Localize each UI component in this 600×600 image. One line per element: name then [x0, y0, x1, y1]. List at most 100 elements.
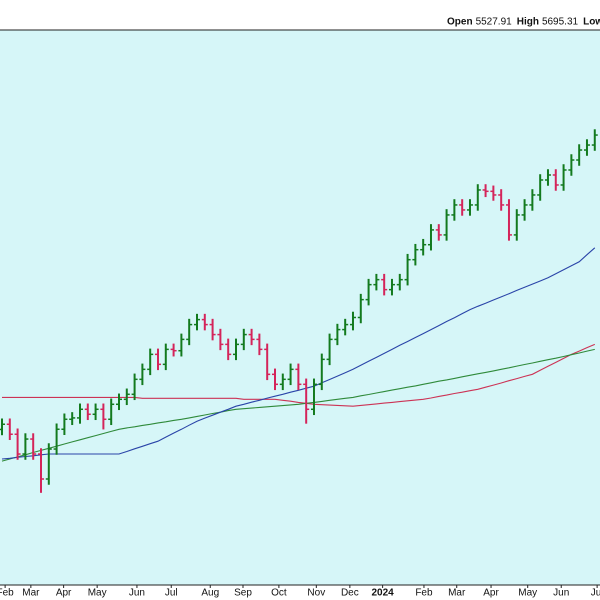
ohlc-bar — [552, 169, 559, 191]
ohlc-bar — [186, 318, 193, 346]
ohlc-bar — [388, 278, 395, 296]
ohlc-bar — [505, 199, 512, 241]
ohlc-bar — [178, 333, 185, 357]
x-tick-label: Mar — [22, 588, 40, 599]
ohlc-bar — [373, 273, 380, 291]
ohlc-bar — [349, 311, 356, 331]
ohlc-bar — [451, 199, 458, 221]
x-tick-label: 2024 — [371, 588, 394, 599]
ohlc-bar — [14, 428, 21, 460]
ohlc-bar — [100, 403, 107, 430]
ohlc-bar — [396, 273, 403, 291]
moving-average-line — [1, 348, 595, 462]
header-value: 5527.91 — [476, 17, 513, 28]
ohlc-bar — [76, 403, 83, 424]
ohlc-bar — [560, 164, 567, 191]
x-tick-label: Sep — [234, 588, 252, 599]
moving-average-line — [2, 343, 596, 407]
ohlc-bar — [147, 348, 154, 376]
ohlc-bar — [490, 185, 497, 201]
ohlc-bar — [443, 209, 450, 241]
ohlc-bar — [326, 333, 333, 366]
x-tick-label: Jul — [591, 588, 600, 599]
ohlc-bar — [209, 318, 216, 341]
ohlc-bar — [225, 338, 232, 361]
ohlc-bar — [170, 343, 177, 357]
ohlc-bar — [92, 403, 99, 421]
ohlc-bar — [53, 423, 60, 455]
x-tick-label: Jul — [165, 588, 178, 599]
x-tick-label: Mar — [448, 588, 466, 599]
ohlc-bar — [61, 413, 68, 436]
ohlc-bar — [568, 154, 575, 176]
ohlc-bar — [583, 139, 590, 156]
ohlc-bar — [193, 313, 200, 331]
ohlc-bar — [576, 144, 583, 166]
ohlc-bar — [256, 333, 263, 356]
ohlc-bar — [6, 418, 13, 441]
ohlc-bar — [498, 189, 505, 211]
ohlc-bar — [342, 318, 349, 336]
ohlc-bar — [37, 448, 44, 493]
ohlc-bar — [537, 174, 544, 201]
header-label: High — [517, 17, 539, 28]
ohlc-bar — [435, 224, 442, 241]
ohlc-bar — [22, 433, 29, 460]
ohlc-bar — [513, 209, 520, 241]
ohlc-bar — [201, 313, 208, 331]
ohlc-bar — [466, 199, 473, 216]
ohlc-bar — [264, 343, 271, 381]
x-tick-label: Oct — [271, 588, 287, 599]
ohlc-bar — [115, 393, 122, 411]
ohlc-bar — [459, 199, 466, 216]
ohlc-bar — [295, 363, 302, 391]
ohlc-bar — [287, 363, 294, 386]
ohlc-bar — [123, 388, 130, 406]
ohlc-bar — [0, 418, 5, 436]
ohlc-bar — [404, 253, 411, 286]
ohlc-bar — [279, 373, 286, 391]
header-value: 5695.31 — [542, 17, 579, 28]
header-label: Open — [447, 17, 473, 28]
x-tick-label: May — [88, 588, 107, 599]
x-tick-label: Jun — [553, 588, 569, 599]
ohlc-bar — [591, 129, 598, 151]
moving-average-line — [1, 247, 596, 460]
ohlc-bar — [154, 348, 161, 371]
header: Open 5527.91 High 5695.31 Low — [447, 17, 600, 28]
x-tick-label: Aug — [201, 588, 219, 599]
ohlc-bar — [139, 363, 146, 386]
ohlc-bar — [303, 378, 310, 424]
ohlc-bar — [217, 328, 224, 351]
header-label: Low — [583, 17, 600, 28]
ohlc-bar — [271, 368, 278, 391]
ohlc-bar — [334, 323, 341, 346]
ohlc-bar — [544, 169, 551, 186]
plot-background — [0, 30, 600, 585]
ohlc-bar — [412, 243, 419, 266]
ohlc-bar — [381, 273, 388, 296]
ohlc-bar — [310, 378, 317, 416]
x-tick-label: Nov — [307, 588, 325, 599]
x-tick-label: Feb — [415, 588, 433, 599]
x-tick-label: Feb — [0, 588, 14, 599]
ohlc-bar — [232, 338, 239, 361]
ohlc-bar — [131, 373, 138, 401]
marks — [0, 129, 598, 493]
ohlc-bar — [240, 328, 247, 351]
x-tick-label: Apr — [56, 588, 72, 599]
ohlc-bar — [427, 224, 434, 251]
ohlc-bar — [84, 403, 91, 421]
ohlc-bar — [420, 238, 427, 256]
x-tick-label: May — [518, 588, 537, 599]
ohlc-bar — [30, 433, 37, 460]
ohlc-bar — [529, 189, 536, 211]
ohlc-bar — [162, 343, 169, 371]
ohlc-bar — [365, 278, 372, 306]
x-tick-label: Dec — [341, 588, 359, 599]
x-tick-label: Jun — [129, 588, 145, 599]
ohlc-bar — [248, 328, 255, 346]
ohlc-bar — [482, 184, 489, 198]
ohlc-bar — [108, 398, 115, 426]
